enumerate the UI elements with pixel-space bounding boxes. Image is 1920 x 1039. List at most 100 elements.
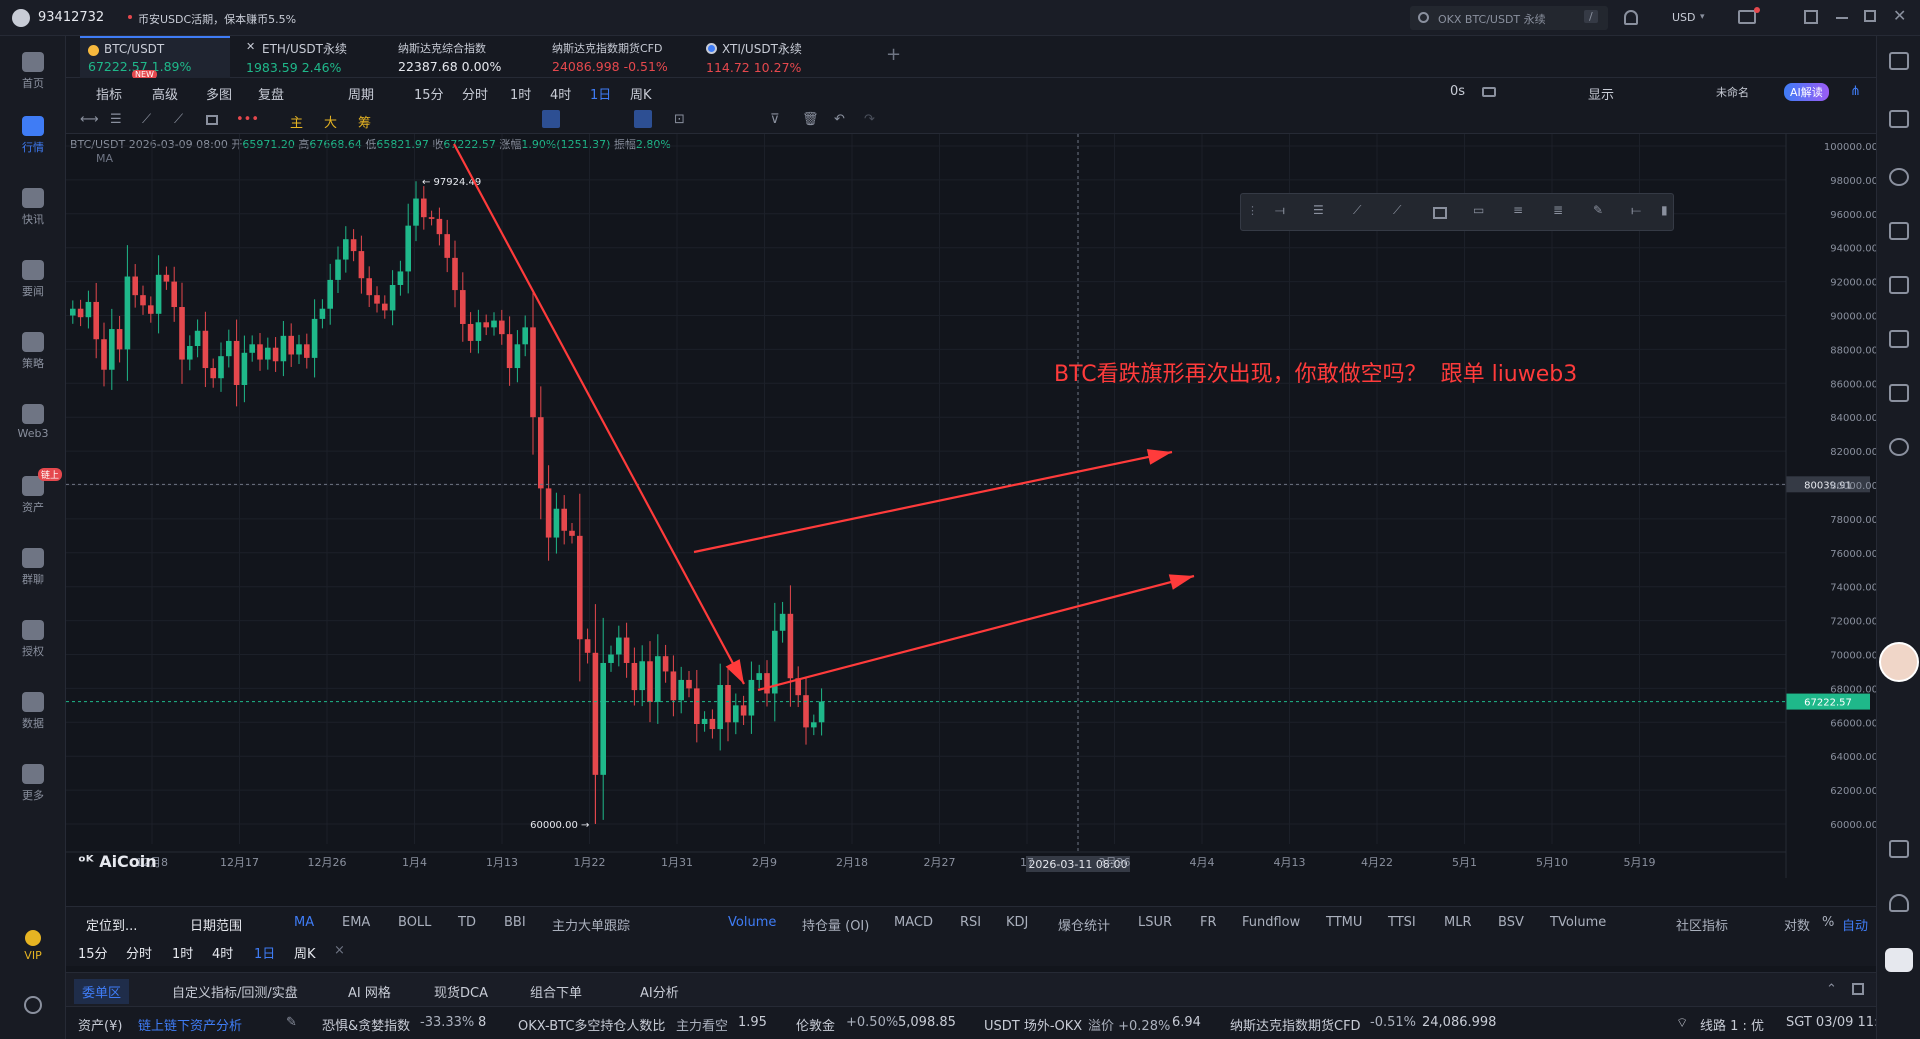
- ind-main-force[interactable]: 主力大单跟踪: [552, 919, 631, 934]
- channel-icon[interactable]: ≣: [1553, 203, 1564, 217]
- big-order-button[interactable]: 大: [324, 116, 338, 131]
- redo-icon[interactable]: ↷: [864, 112, 875, 127]
- ind-fr[interactable]: FR: [1200, 915, 1217, 930]
- multi-chart-button[interactable]: 多图: [206, 88, 233, 103]
- display-button[interactable]: 显示: [1588, 88, 1615, 103]
- bperiod-1h[interactable]: 1时: [172, 947, 194, 962]
- camera-icon[interactable]: [1482, 87, 1496, 97]
- bperiod-4h[interactable]: 4时: [212, 947, 234, 962]
- advanced-button[interactable]: 高级: [152, 88, 179, 103]
- tab-nasdaq-index[interactable]: 纳斯达克综合指数 22387.68 0.00%: [398, 42, 502, 74]
- more-icon[interactable]: ▮: [1661, 203, 1668, 217]
- period-week[interactable]: 周K: [630, 88, 652, 103]
- bperiod-1d[interactable]: 1日: [254, 947, 276, 962]
- close-tab-icon[interactable]: ✕: [246, 40, 256, 53]
- nav-flash-news[interactable]: 快讯: [0, 180, 66, 240]
- share-icon[interactable]: ⋔: [1850, 84, 1861, 99]
- ind-volume[interactable]: Volume: [728, 915, 777, 930]
- period-select[interactable]: 周期: [348, 88, 375, 103]
- gold-label[interactable]: 伦敦金: [796, 1019, 836, 1034]
- rectangle-tool-icon[interactable]: [206, 115, 218, 125]
- ind-rsi[interactable]: RSI: [960, 915, 982, 930]
- ind-lsur[interactable]: LSUR: [1138, 915, 1173, 930]
- notes-icon[interactable]: [1889, 110, 1909, 128]
- crosshair-tool-icon[interactable]: ⟷: [80, 112, 99, 127]
- nav-more[interactable]: 更多: [0, 756, 66, 816]
- horizontal-lines-tool-icon[interactable]: ☰: [110, 112, 122, 127]
- fear-greed-label[interactable]: 恐惧&贪婪指数: [322, 1019, 411, 1034]
- nav-home[interactable]: 首页: [0, 44, 66, 104]
- collapse-icon[interactable]: ⌃: [1826, 982, 1837, 997]
- fib-icon[interactable]: ≡: [1513, 203, 1524, 217]
- log-scale-button[interactable]: 对数: [1784, 919, 1811, 934]
- main-force-button[interactable]: 主: [290, 116, 304, 131]
- user-avatar-icon[interactable]: [12, 9, 30, 27]
- bot-icon[interactable]: [1889, 384, 1909, 402]
- tab-eth-usdt[interactable]: ✕ ETH/USDT永续 1983.59 2.46%: [246, 40, 347, 75]
- period-1d[interactable]: 1日: [590, 88, 612, 103]
- tab-combo-order[interactable]: 组合下单: [530, 986, 583, 1001]
- drag-handle-icon[interactable]: ⋮: [1247, 204, 1258, 217]
- edit-icon[interactable]: ✎: [286, 1015, 297, 1030]
- hline-icon[interactable]: ⟞: [1275, 203, 1285, 217]
- tab-ai-analysis[interactable]: AI分析: [640, 986, 679, 1001]
- trend-icon[interactable]: [1889, 222, 1909, 240]
- currency-select[interactable]: USD: [1672, 11, 1696, 24]
- robot-assistant-icon[interactable]: [1885, 948, 1913, 972]
- nav-group-chat[interactable]: 群聊: [0, 540, 66, 600]
- line-icon[interactable]: ⟝: [1631, 203, 1641, 217]
- tab-xti-usdt[interactable]: XTI/USDT永续 114.72 10.27%: [706, 42, 802, 75]
- pin-window-icon[interactable]: [1804, 10, 1818, 24]
- filter-tool-icon[interactable]: ⊽: [770, 112, 780, 127]
- tab-btc-usdt[interactable]: BTC/USDT 67222.57 1.89% NEW: [80, 36, 230, 79]
- segment-icon[interactable]: ⟋: [1353, 203, 1362, 217]
- ind-mlr[interactable]: MLR: [1444, 915, 1472, 930]
- split-panel-icon[interactable]: [1889, 840, 1909, 858]
- trendline-tool-icon[interactable]: ⟋: [142, 112, 152, 127]
- nav-assets[interactable]: 资产 链上: [0, 468, 66, 528]
- tab-orders[interactable]: 委单区: [74, 979, 130, 1004]
- okx-ratio-label[interactable]: OKX-BTC多空持仓人数比: [518, 1019, 666, 1034]
- bperiod-week[interactable]: 周K: [294, 947, 316, 962]
- locate-button[interactable]: 定位到...: [86, 919, 138, 934]
- asset-analysis-link[interactable]: 链上链下资产分析: [138, 1019, 243, 1034]
- close-period-icon[interactable]: ×: [334, 943, 345, 958]
- bperiod-15m[interactable]: 15分: [78, 947, 108, 962]
- tab-ai-grid[interactable]: AI 网格: [348, 986, 391, 1001]
- bell-icon[interactable]: [1624, 10, 1638, 25]
- ind-ema[interactable]: EMA: [342, 915, 371, 930]
- ind-ttsi[interactable]: TTSI: [1388, 915, 1416, 930]
- period-4h[interactable]: 4时: [550, 88, 572, 103]
- parallel-icon[interactable]: ☰: [1313, 203, 1324, 217]
- dots-tool-icon[interactable]: •••: [236, 112, 260, 127]
- user-id[interactable]: 93412732: [38, 10, 105, 25]
- magnet-tool-icon[interactable]: [542, 110, 560, 128]
- ind-boll[interactable]: BOLL: [398, 915, 432, 930]
- mail-icon[interactable]: [1738, 10, 1756, 24]
- assistant-avatar-icon[interactable]: [1879, 642, 1919, 682]
- orderbook-icon[interactable]: [1889, 330, 1909, 348]
- nav-authorize[interactable]: 授权: [0, 612, 66, 672]
- ind-bsv[interactable]: BSV: [1498, 915, 1524, 930]
- brush-icon[interactable]: ✎: [1593, 203, 1604, 217]
- nav-strategy[interactable]: 策略: [0, 324, 66, 384]
- delete-tool-icon[interactable]: 🗑: [802, 112, 819, 127]
- ind-fundflow[interactable]: Fundflow: [1242, 915, 1301, 930]
- ai-interpret-button[interactable]: AI解读: [1784, 83, 1829, 101]
- line-status[interactable]: 线路 1 : 优: [1700, 1019, 1765, 1034]
- nav-data[interactable]: 数据: [0, 684, 66, 744]
- ind-macd[interactable]: MACD: [894, 915, 933, 930]
- date-range-button[interactable]: 日期范围: [190, 919, 243, 934]
- replay-button[interactable]: 复盘: [258, 88, 285, 103]
- radar-icon[interactable]: [1889, 438, 1909, 456]
- settings-icon[interactable]: [24, 996, 42, 1014]
- layout-name[interactable]: 未命名: [1716, 86, 1749, 99]
- tab-custom-indicator[interactable]: 自定义指标/回测/实盘: [172, 986, 298, 1001]
- popout-icon[interactable]: [1852, 983, 1864, 995]
- ray-icon[interactable]: ⟋: [1393, 203, 1402, 217]
- period-15m[interactable]: 15分: [414, 88, 444, 103]
- close-icon[interactable]: ✕: [1893, 6, 1907, 25]
- period-timeline[interactable]: 分时: [462, 88, 489, 103]
- ind-tvolume[interactable]: TVolume: [1550, 915, 1607, 930]
- chip-button[interactable]: 筹: [358, 116, 372, 131]
